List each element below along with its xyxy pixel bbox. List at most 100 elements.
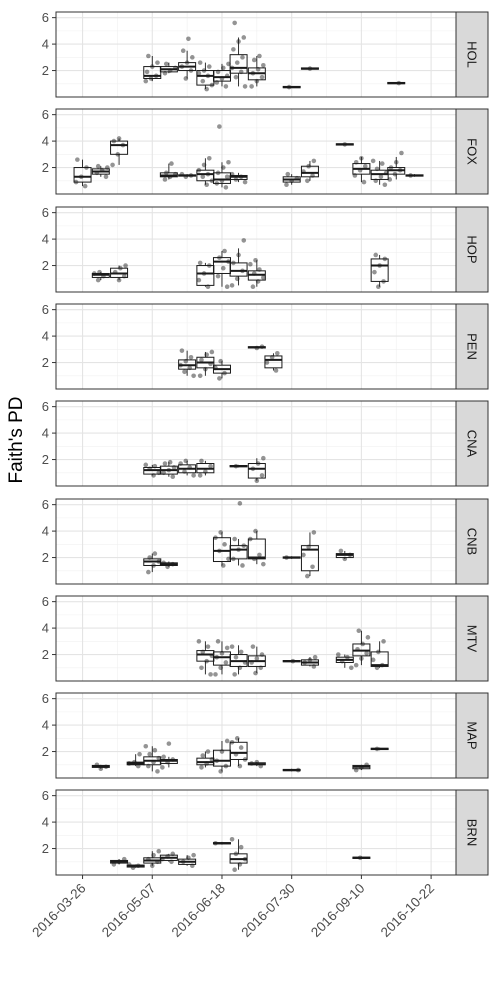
data-point <box>261 455 266 461</box>
panel-background <box>56 109 456 194</box>
data-point <box>222 248 227 254</box>
facet-strip-label: PEN <box>465 333 480 360</box>
data-point <box>188 354 194 360</box>
data-point <box>191 852 196 858</box>
data-point <box>224 645 230 651</box>
data-point <box>143 743 149 749</box>
y-tick-label: 2 <box>42 452 49 467</box>
data-point <box>213 672 218 677</box>
y-tick-label: 4 <box>42 37 49 52</box>
data-point <box>143 462 149 468</box>
data-point <box>249 84 254 89</box>
data-point <box>137 751 142 757</box>
box-iqr <box>110 140 129 155</box>
facet-strip <box>455 11 489 98</box>
data-point <box>370 158 376 164</box>
box-iqr <box>229 262 248 277</box>
data-point <box>199 458 204 464</box>
box-iqr <box>247 538 266 560</box>
data-point <box>152 551 158 556</box>
data-point <box>186 36 191 42</box>
data-point <box>259 473 265 478</box>
data-point <box>257 552 262 558</box>
data-point <box>370 657 376 663</box>
y-tick-label: 2 <box>42 550 49 565</box>
y-tick-label: 2 <box>42 744 49 759</box>
data-point <box>273 368 279 373</box>
facet-panel-hol: 2 4 6 HOL <box>42 10 489 98</box>
x-tick-label: 2016-10-22 <box>378 881 437 940</box>
data-point <box>387 177 393 182</box>
facet-panel-pen: 2 4 6 PEN <box>42 302 489 390</box>
data-point <box>311 530 317 535</box>
data-point <box>191 473 196 478</box>
data-point <box>241 35 247 40</box>
y-tick-label: 2 <box>42 355 49 370</box>
data-point <box>206 64 212 69</box>
y-tick-label: 4 <box>42 232 49 247</box>
data-point <box>161 754 166 760</box>
data-point <box>261 62 266 68</box>
data-point <box>155 769 160 774</box>
data-point <box>312 654 318 660</box>
data-point <box>240 563 245 568</box>
data-point <box>232 536 237 542</box>
data-point <box>206 155 212 161</box>
data-point <box>197 373 203 379</box>
data-point <box>238 844 244 850</box>
data-point <box>381 639 386 644</box>
data-point <box>197 260 203 266</box>
box-iqr <box>300 545 319 572</box>
x-tick-label: 2016-06-18 <box>169 881 228 940</box>
data-point <box>242 84 248 89</box>
y-tick-label: 6 <box>42 691 49 706</box>
data-point <box>305 178 310 184</box>
data-point <box>152 747 158 753</box>
y-tick-label: 4 <box>42 718 49 733</box>
y-tick-label: 4 <box>42 329 49 344</box>
data-point <box>190 55 195 60</box>
data-point <box>364 650 369 656</box>
data-point <box>232 867 237 873</box>
data-point <box>215 273 221 279</box>
box-iqr <box>229 54 248 74</box>
data-point <box>254 656 260 661</box>
data-point <box>233 74 239 80</box>
x-tick-label: 2016-07-30 <box>238 881 297 940</box>
data-point <box>365 635 371 640</box>
data-point <box>156 848 162 854</box>
x-tick-label: 2016-09-10 <box>308 881 367 940</box>
data-point <box>234 60 240 65</box>
facet-strip <box>455 108 489 195</box>
data-point <box>356 628 362 634</box>
data-point <box>250 284 256 290</box>
facet-strip <box>455 692 489 779</box>
data-point <box>223 660 229 665</box>
data-point <box>196 277 202 283</box>
y-axis-label: Faith's PD <box>6 396 27 483</box>
data-point <box>205 749 211 754</box>
data-point <box>240 55 245 60</box>
data-point <box>233 654 239 660</box>
data-point <box>123 263 128 268</box>
data-point <box>285 171 291 177</box>
data-point <box>116 277 122 283</box>
facet-panel-brn: 2 4 6 BRN <box>42 788 489 876</box>
data-point <box>166 741 172 746</box>
data-point <box>217 376 222 381</box>
facet-strip-label: MTV <box>465 625 480 653</box>
data-point <box>103 174 109 180</box>
y-tick-label: 6 <box>42 788 49 803</box>
facet-strip <box>455 595 489 682</box>
data-point <box>379 161 385 166</box>
y-tick-label: 2 <box>42 63 49 78</box>
data-point <box>275 350 280 356</box>
data-point <box>162 461 168 466</box>
data-point <box>196 70 202 76</box>
y-tick-label: 2 <box>42 258 49 273</box>
box-iqr <box>264 355 283 369</box>
panel-background <box>56 401 456 486</box>
data-point <box>197 60 203 65</box>
box-iqr <box>229 545 248 560</box>
facet-strip-label: MAP <box>465 721 480 749</box>
